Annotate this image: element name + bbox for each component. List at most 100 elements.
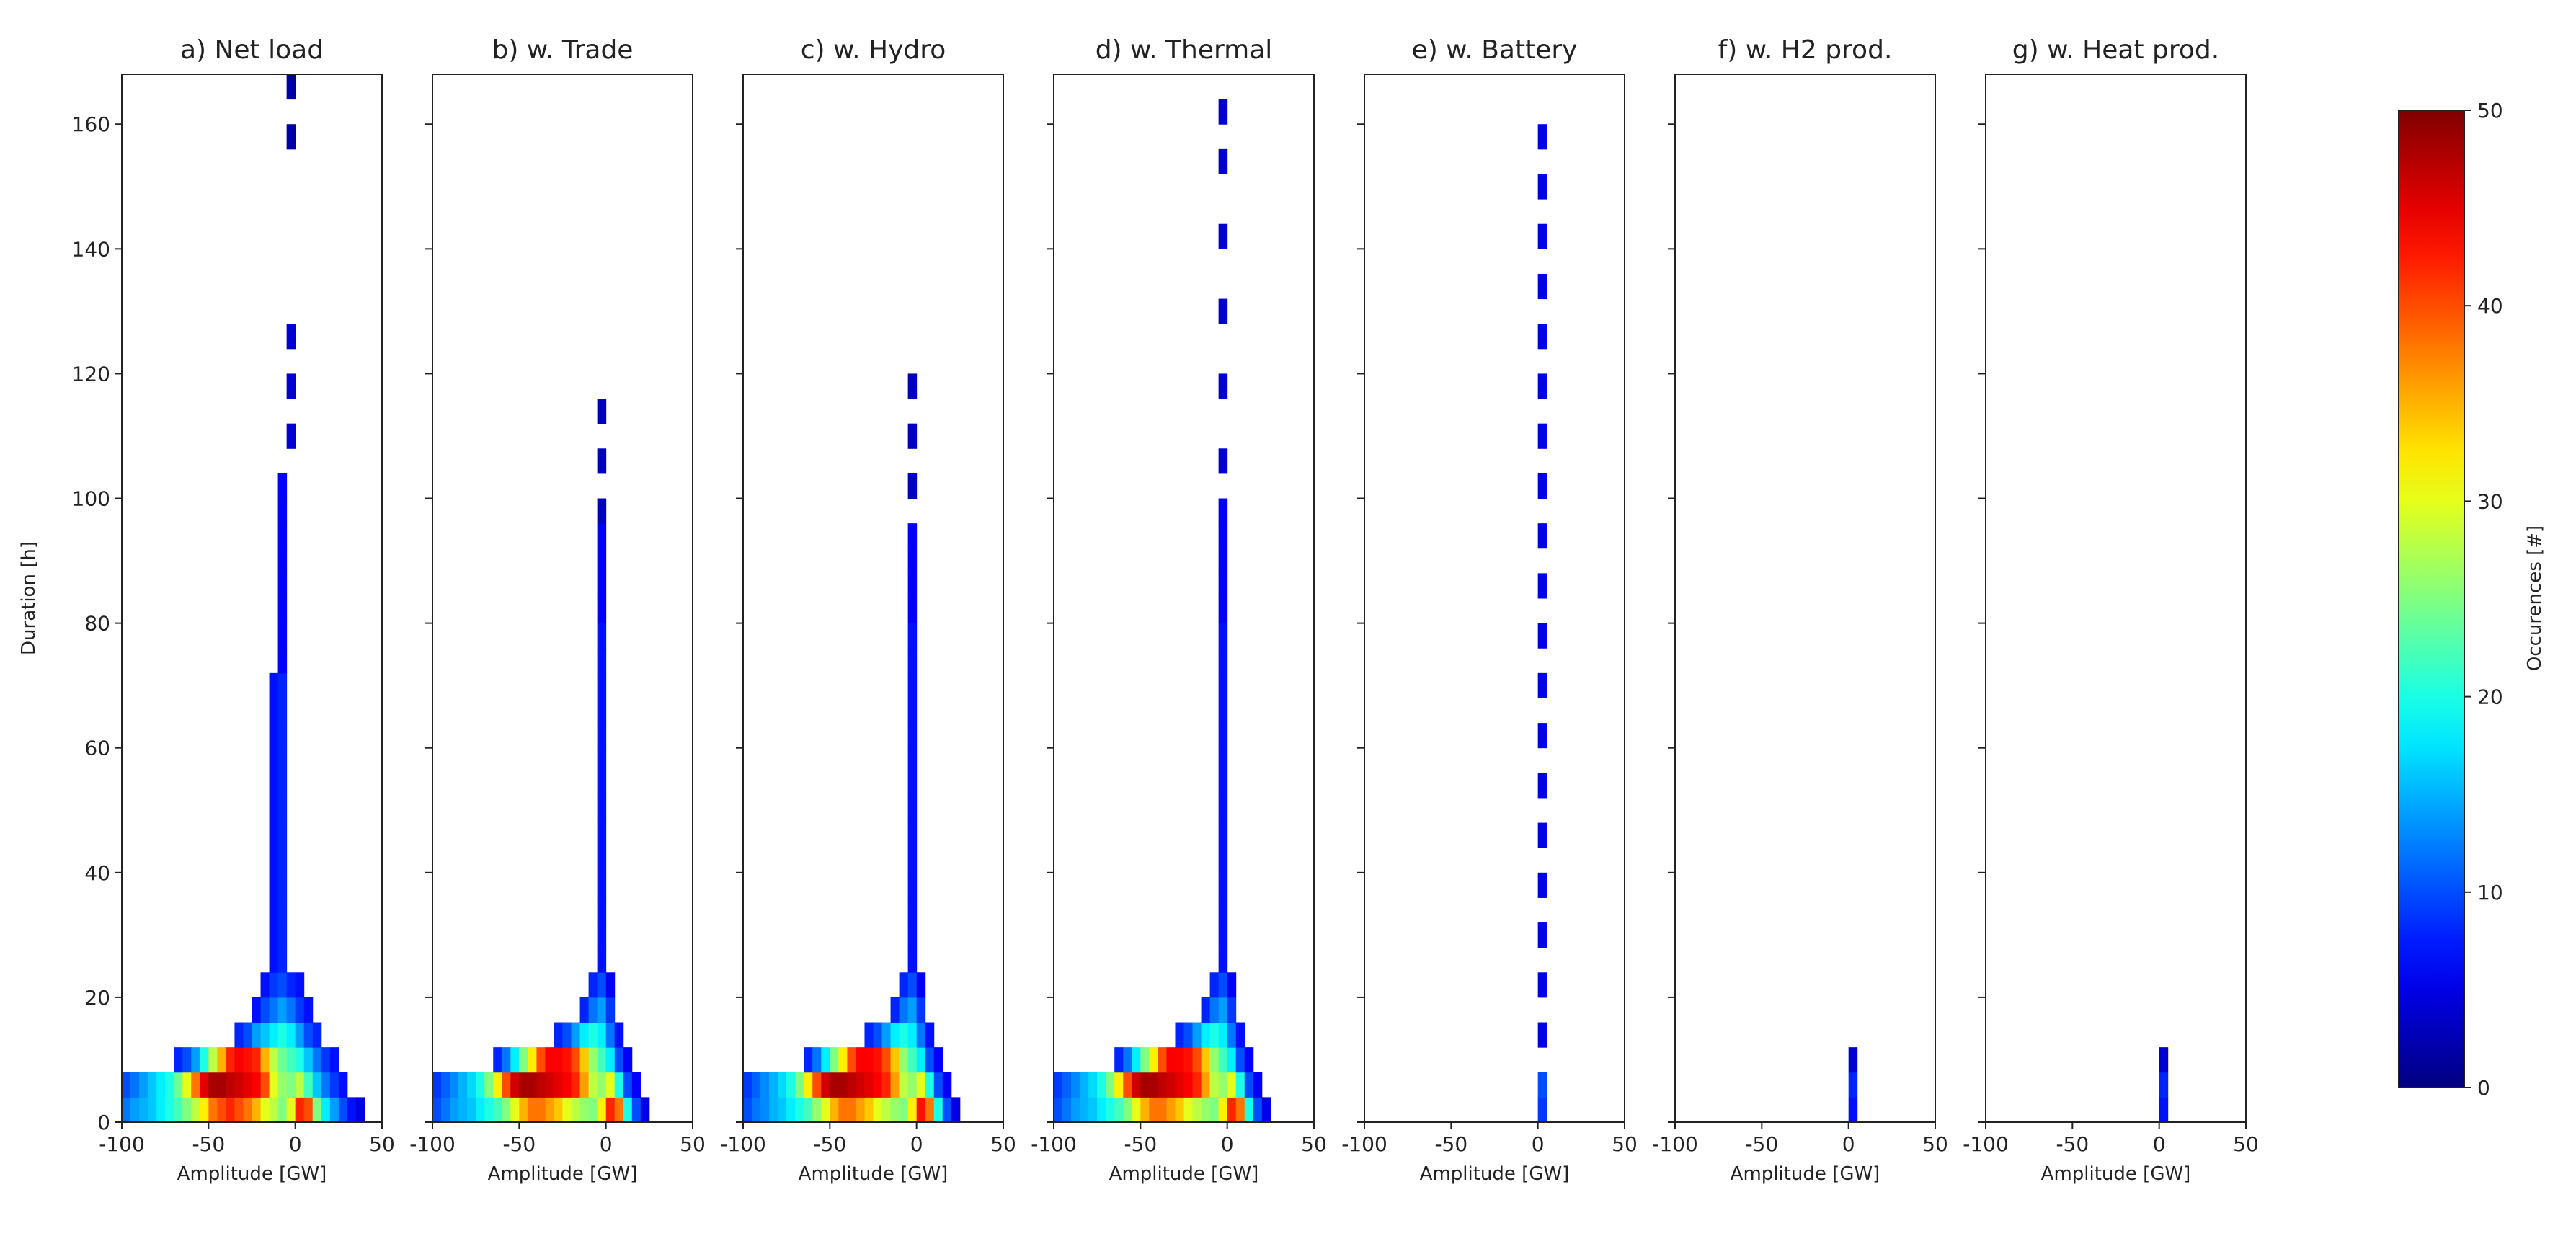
heatmap-cell <box>933 1072 943 1098</box>
heatmap-cell <box>1218 947 1228 973</box>
heatmap-cell <box>1209 997 1220 1023</box>
heatmap-cell <box>605 1072 616 1098</box>
heatmap-cell <box>1848 1097 1858 1123</box>
heatmap-cell <box>156 1072 166 1098</box>
heatmap-cell <box>597 797 607 824</box>
panel <box>2159 1047 2169 1123</box>
heatmap-cell <box>1183 1072 1194 1098</box>
heatmap-cell <box>1183 1022 1194 1048</box>
heatmap-cell <box>1218 448 1228 474</box>
heatmap-cell <box>873 1072 883 1098</box>
heatmap-cell <box>347 1097 357 1123</box>
heatmap-cell <box>277 698 288 724</box>
heatmap-cell <box>174 1072 183 1098</box>
heatmap-cell <box>329 1072 339 1098</box>
heatmap-cell <box>1175 1072 1184 1098</box>
heatmap-cell <box>303 1072 314 1098</box>
heatmap-cell <box>821 1072 830 1098</box>
heatmap-cell <box>769 1072 778 1098</box>
heatmap-cell <box>830 1047 839 1073</box>
heatmap-cell <box>510 1047 520 1073</box>
heatmap-cell <box>476 1097 485 1123</box>
heatmap-cell <box>804 1072 813 1098</box>
heatmap-cell <box>925 1072 935 1098</box>
panel-frame <box>1053 74 1315 1123</box>
heatmap-cell <box>907 797 918 824</box>
heatmap-cell <box>502 1097 511 1123</box>
heatmap-cell <box>286 972 296 998</box>
colorbar-tick-label: 40 <box>2477 294 2503 318</box>
heatmap-cell <box>1537 373 1547 399</box>
heatmap-cell <box>277 773 288 799</box>
heatmap-cell <box>2159 1047 2169 1073</box>
heatmap-cell <box>614 1022 624 1048</box>
heatmap-cell <box>743 1072 752 1098</box>
heatmap-cell <box>1253 1072 1263 1098</box>
heatmap-cell <box>614 1097 624 1123</box>
x-tick-label: -100 <box>1652 1132 1698 1156</box>
y-tick-label: 0 <box>97 1111 110 1134</box>
heatmap-cell <box>1218 223 1228 249</box>
heatmap-cell <box>1218 698 1228 724</box>
heatmap-cell <box>1537 324 1547 350</box>
heatmap-cell <box>786 1097 796 1123</box>
heatmap-cell <box>597 1022 607 1048</box>
heatmap-cell <box>916 972 926 998</box>
heatmap-cell <box>234 1072 244 1098</box>
heatmap-cell <box>804 1097 813 1123</box>
heatmap-cell <box>139 1072 148 1098</box>
heatmap-cell <box>1218 1022 1228 1048</box>
heatmap-cell <box>252 997 262 1023</box>
x-axis-label: Amplitude [GW] <box>799 1163 949 1185</box>
heatmap-cell <box>1158 1072 1167 1098</box>
y-tick-label: 160 <box>72 112 110 136</box>
heatmap-cell <box>148 1097 157 1123</box>
heatmap-cell <box>269 947 279 973</box>
heatmap-cell <box>1218 848 1228 873</box>
heatmap-cell <box>321 1097 331 1123</box>
heatmap-cell <box>519 1097 528 1123</box>
heatmap-cell <box>1166 1097 1176 1123</box>
heatmap-cell <box>1218 648 1228 674</box>
heatmap-cell <box>338 1097 348 1123</box>
heatmap-cell <box>856 1097 865 1123</box>
panel-frame <box>121 74 383 1123</box>
heatmap-cell <box>1149 1072 1158 1098</box>
heatmap-cell <box>217 1097 226 1123</box>
panel-title: a) Net load <box>180 35 324 65</box>
x-tick-label: -100 <box>1341 1132 1387 1156</box>
heatmap-cell <box>1166 1047 1176 1073</box>
x-axis-label: Amplitude [GW] <box>177 1163 327 1185</box>
heatmap-cell <box>493 1072 502 1098</box>
heatmap-cell <box>907 573 918 599</box>
heatmap-cell <box>614 1047 624 1073</box>
heatmap-cell <box>545 1097 554 1123</box>
heatmap-cell <box>269 1072 279 1098</box>
heatmap-cell <box>277 648 288 674</box>
heatmap-cell <box>1201 997 1211 1023</box>
heatmap-cell <box>916 997 926 1023</box>
heatmap-cell <box>623 1047 633 1073</box>
heatmap-cell <box>277 598 288 624</box>
heatmap-cell <box>545 1047 554 1073</box>
heatmap-cell <box>1071 1097 1080 1123</box>
heatmap-cell <box>234 1047 244 1073</box>
heatmap-cell <box>864 1072 874 1098</box>
heatmap-cell <box>597 723 607 749</box>
heatmap-cell <box>907 648 918 674</box>
heatmap-cell <box>312 1022 322 1048</box>
heatmap-cell <box>597 872 607 898</box>
heatmap-cell <box>597 747 607 773</box>
heatmap-cell <box>562 1047 572 1073</box>
heatmap-cell <box>597 1072 607 1098</box>
panel-title: e) w. Battery <box>1412 35 1578 65</box>
heatmap-cell <box>1848 1047 1858 1073</box>
heatmap-cell <box>260 1022 270 1048</box>
heatmap-cell <box>1227 972 1237 998</box>
heatmap-cell <box>907 747 918 773</box>
heatmap-cell <box>795 1072 804 1098</box>
heatmap-cell <box>881 1022 892 1048</box>
heatmap-cell <box>838 1097 848 1123</box>
heatmap-cell <box>562 1097 572 1123</box>
heatmap-cell <box>432 1072 442 1098</box>
